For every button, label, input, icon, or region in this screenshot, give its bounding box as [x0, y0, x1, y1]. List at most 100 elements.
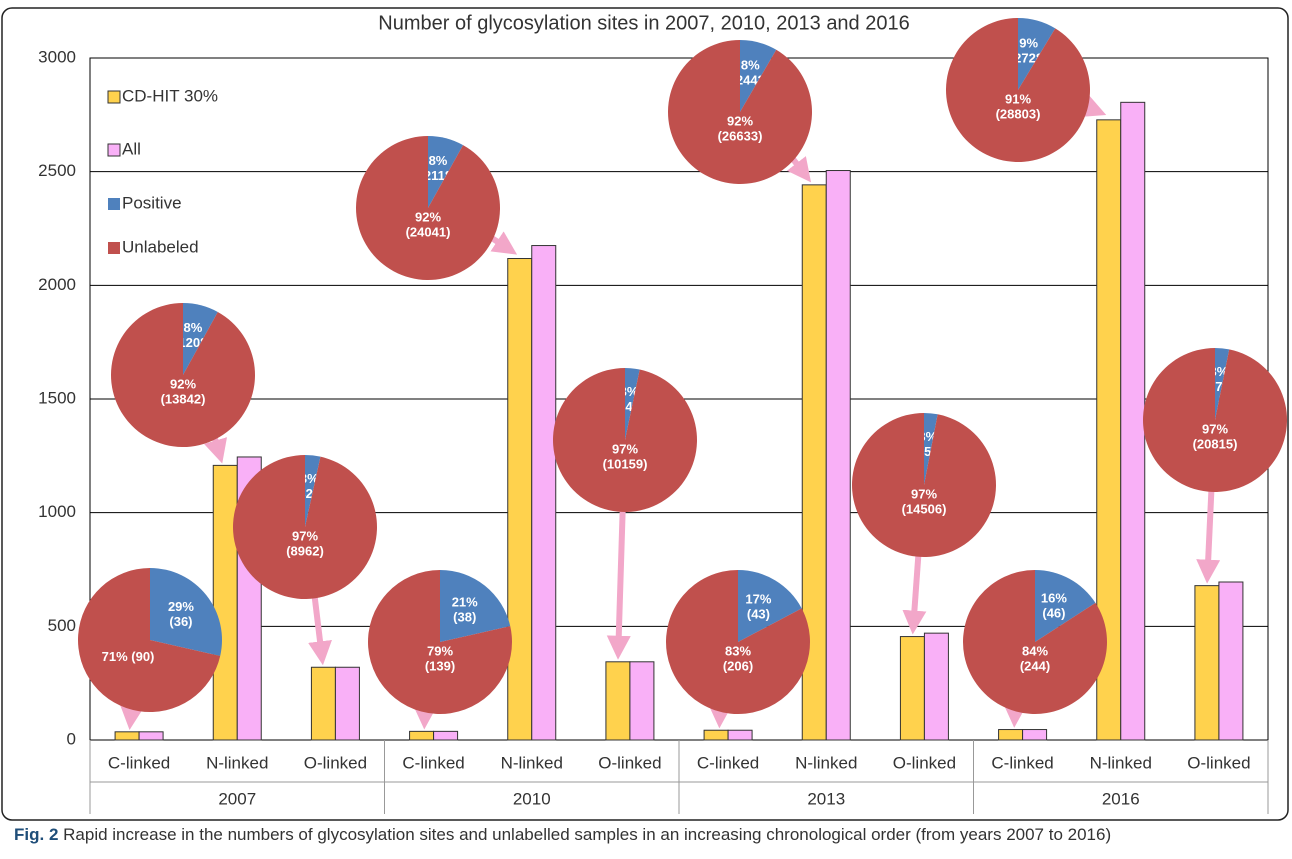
pie-label: 16%(46): [1041, 591, 1067, 621]
y-tick-label: 500: [48, 616, 76, 635]
pie-label-line: (46): [1042, 606, 1065, 621]
pie-slice: [553, 368, 697, 512]
pie-label-line: (244): [1020, 659, 1050, 674]
caption-label: Fig. 2: [14, 825, 58, 844]
bar: [434, 731, 458, 740]
pie-label-line: (13842): [161, 392, 206, 407]
pie-label-line: 92%: [170, 377, 196, 392]
x-tick-label: C-linked: [108, 753, 170, 772]
y-tick-label: 1000: [38, 502, 76, 521]
pie-label-line: (36): [169, 614, 192, 629]
x-tick-label: C-linked: [402, 753, 464, 772]
y-tick-label: 0: [67, 729, 76, 748]
caption-text: Rapid increase in the numbers of glycosy…: [63, 825, 1111, 844]
pie-label-line: 21%: [452, 595, 478, 610]
bar: [1121, 102, 1145, 740]
legend-label: All: [122, 139, 141, 158]
bar: [508, 259, 532, 740]
x-tick-label: N-linked: [501, 753, 563, 772]
pie-label-line: 83%: [725, 644, 751, 659]
pie-slice: [356, 136, 500, 280]
bar: [924, 633, 948, 740]
pie-label-line: 71% (90): [102, 649, 155, 664]
bar: [1023, 730, 1047, 740]
x-tick-label: O-linked: [598, 753, 661, 772]
pie-label-line: (24041): [406, 225, 451, 240]
pie-slice: [852, 413, 996, 557]
bar: [410, 731, 434, 740]
legend-swatch: [108, 242, 120, 254]
pie-label-line: 84%: [1022, 644, 1048, 659]
pie-label-line: (20815): [1193, 437, 1238, 452]
x-tick-label: N-linked: [206, 753, 268, 772]
pie-arrow: [1208, 488, 1212, 572]
legend-swatch: [108, 198, 120, 210]
bar: [1219, 582, 1243, 740]
pie-label-line: (14506): [902, 502, 947, 517]
pie-arrow: [314, 594, 321, 653]
group-label: 2010: [513, 789, 551, 808]
legend-swatch: [108, 144, 120, 156]
pie-arrow: [914, 553, 919, 623]
pie-label-line: 97%: [612, 442, 638, 457]
x-tick-label: C-linked: [697, 753, 759, 772]
pie-label: 29%(36): [168, 599, 194, 629]
pie-label-line: (43): [747, 607, 770, 622]
pie-label-line: 17%: [745, 592, 771, 607]
legend-label: CD-HIT 30%: [122, 86, 218, 105]
pie-label-line: 16%: [1041, 591, 1067, 606]
pie-label-line: 8%: [183, 321, 202, 336]
pie-label-line: (38): [453, 610, 476, 625]
group-label: 2007: [218, 789, 256, 808]
bar: [900, 637, 924, 740]
pie-label-line: (206): [723, 659, 753, 674]
bar: [826, 171, 850, 740]
caption: Fig. 2 Rapid increase in the numbers of …: [14, 825, 1111, 844]
pie-label-line: 8%: [429, 154, 448, 169]
x-tick-label: C-linked: [991, 753, 1053, 772]
pie-label-line: 97%: [1202, 422, 1228, 437]
bar: [532, 246, 556, 740]
x-tick-label: O-linked: [893, 753, 956, 772]
pie-label-line: (28803): [996, 107, 1041, 122]
pie-label: 84%(244): [1020, 644, 1050, 674]
bar: [213, 465, 237, 740]
pie-slice: [1143, 348, 1287, 492]
x-tick-label: N-linked: [1090, 753, 1152, 772]
group-label: 2013: [807, 789, 845, 808]
x-tick-label: O-linked: [1187, 753, 1250, 772]
pie-label: 79%(139): [425, 644, 455, 674]
legend-swatch: [108, 91, 120, 103]
pie-label-line: 92%: [415, 210, 441, 225]
bar: [728, 730, 752, 740]
pie-label-line: 9%: [1019, 36, 1038, 51]
legend-label: Positive: [122, 193, 182, 212]
pie-label: 71% (90): [102, 649, 155, 664]
pie-label-line: (10159): [603, 457, 648, 472]
y-tick-label: 2000: [38, 275, 76, 294]
group-label: 2016: [1102, 789, 1140, 808]
bar: [335, 667, 359, 740]
bar: [311, 667, 335, 740]
bar: [999, 730, 1023, 740]
pie-label-line: (139): [425, 659, 455, 674]
chart-title: Number of glycosylation sites in 2007, 2…: [378, 12, 909, 34]
pie-label-line: 92%: [727, 114, 753, 129]
pie-label-line: (26633): [718, 129, 763, 144]
pie-label-line: 79%: [427, 644, 453, 659]
bar: [630, 662, 654, 740]
bar: [704, 730, 728, 740]
y-tick-label: 1500: [38, 388, 76, 407]
pie-label-line: 97%: [911, 487, 937, 502]
pie-label-line: 97%: [292, 529, 318, 544]
pie-label: 17%(43): [745, 592, 771, 622]
x-tick-label: N-linked: [795, 753, 857, 772]
bar: [115, 732, 139, 740]
legend-label: Unlabeled: [122, 237, 199, 256]
bar: [606, 662, 630, 740]
pie-slice: [946, 18, 1090, 162]
y-tick-label: 2500: [38, 161, 76, 180]
pie-label: 83%(206): [723, 644, 753, 674]
pie-label-line: (8962): [286, 544, 324, 559]
